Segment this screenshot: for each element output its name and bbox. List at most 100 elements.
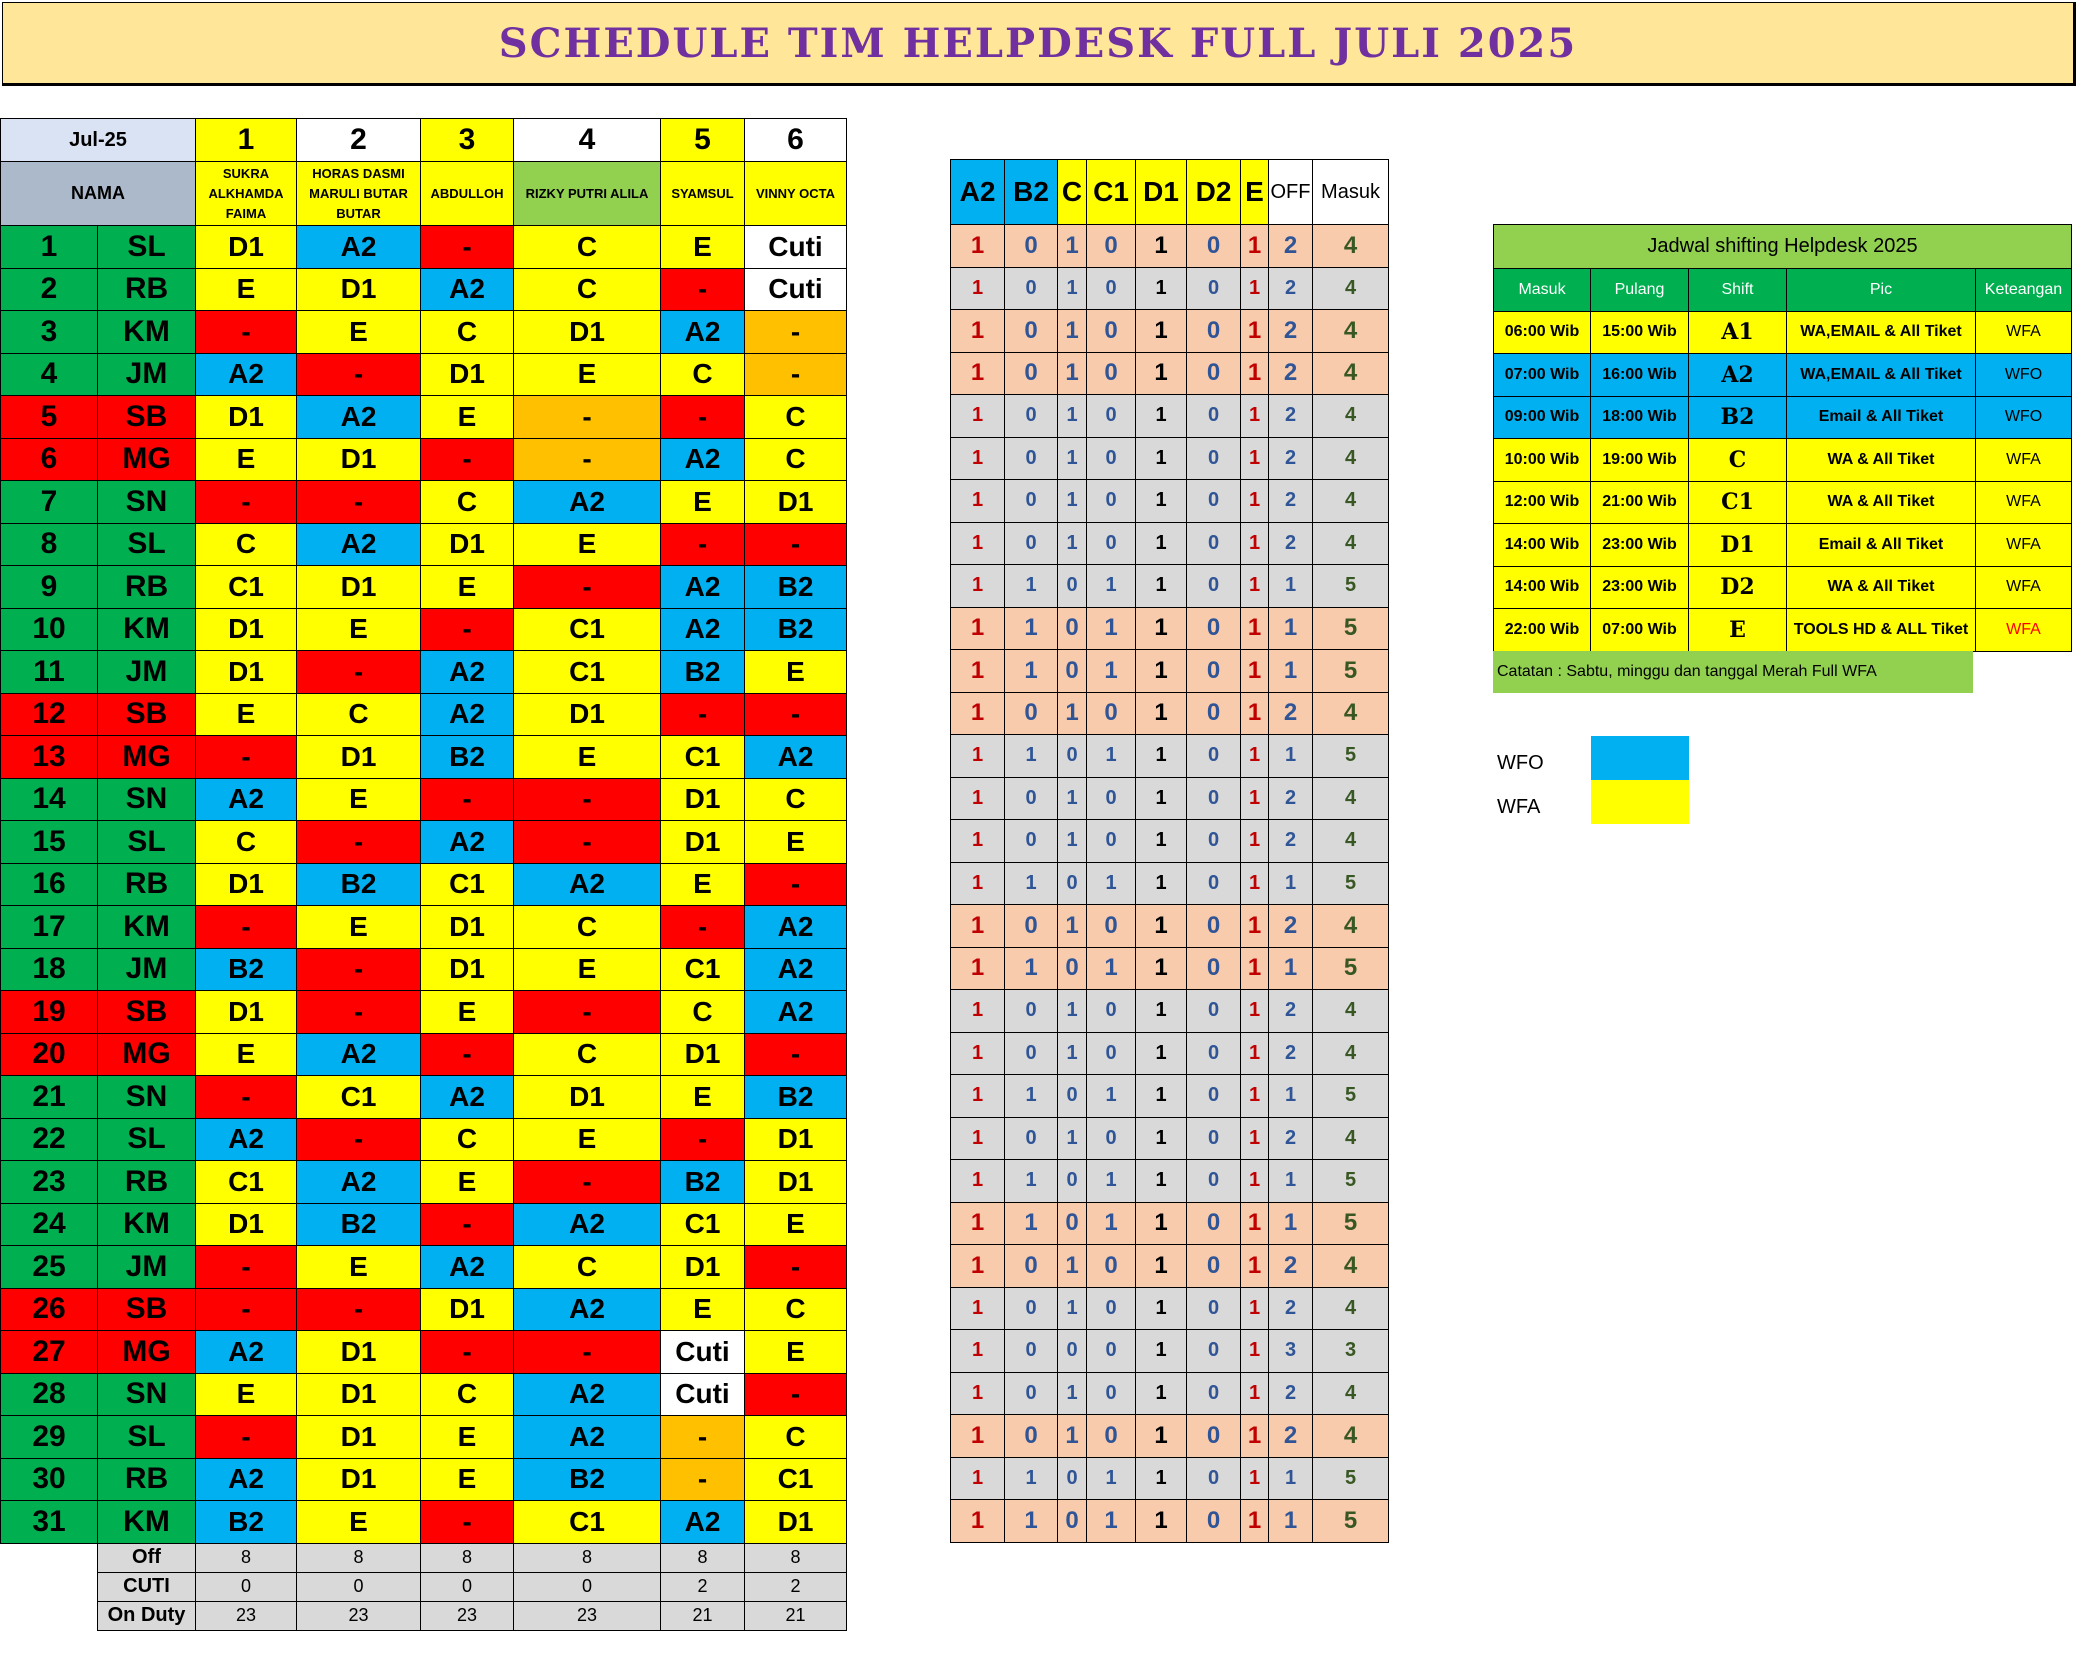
day-number: 3 bbox=[0, 310, 98, 354]
shift-cell: E bbox=[513, 1117, 661, 1161]
staff-initial: KM bbox=[97, 607, 196, 651]
staff-initial: RB bbox=[97, 862, 196, 906]
shift-keterangan: WFO bbox=[1975, 353, 2072, 397]
count-cell: 1 bbox=[950, 479, 1005, 523]
count-cell: 0 bbox=[1186, 1159, 1241, 1203]
count-cell: 1 bbox=[1057, 1116, 1087, 1160]
count-cell: 1 bbox=[1086, 1499, 1136, 1543]
shift-cell: D1 bbox=[296, 267, 421, 311]
shift-cell: - bbox=[660, 395, 745, 439]
column-number: 4 bbox=[513, 118, 661, 162]
count-cell: 1 bbox=[1135, 1116, 1187, 1160]
count-cell: 1 bbox=[950, 1031, 1005, 1075]
count-cell: 1 bbox=[950, 394, 1005, 438]
staff-initial: SL bbox=[97, 522, 196, 566]
legend-row: 06:00 Wib 15:00 Wib A1 WA,EMAIL & All Tiket… bbox=[1493, 310, 2072, 354]
shift-cell: A2 bbox=[296, 395, 421, 439]
count-cell: 0 bbox=[1057, 649, 1087, 693]
count-cell: 4 bbox=[1312, 224, 1389, 268]
count-cell: 2 bbox=[1268, 1031, 1313, 1075]
shift-cell: E bbox=[420, 395, 514, 439]
totals-value: 8 bbox=[660, 1542, 745, 1573]
schedule-row: 5 SB D1 A2 E - - C bbox=[0, 395, 847, 439]
count-cell: 1 bbox=[1086, 1074, 1136, 1118]
shift-pic: WA & All Tiket bbox=[1786, 480, 1976, 524]
count-cell: 2 bbox=[1268, 521, 1313, 565]
shift-pic: Email & All Tiket bbox=[1786, 395, 1976, 439]
legend-row: 22:00 Wib 07:00 Wib E TOOLS HD & ALL Tiket W… bbox=[1493, 608, 2072, 652]
shift-cell: D1 bbox=[195, 862, 297, 906]
count-cell: 1 bbox=[1268, 1159, 1313, 1203]
shift-cell: - bbox=[420, 225, 514, 269]
staff-initial: JM bbox=[97, 352, 196, 396]
shift-cell: - bbox=[513, 820, 661, 864]
count-cell: 1 bbox=[1240, 436, 1269, 480]
shift-code: A2 bbox=[1688, 353, 1787, 397]
schedule-row: 12 SB E C A2 D1- - bbox=[0, 692, 847, 736]
schedule-row: 21 SN - C1 A2 D1 E B2 bbox=[0, 1075, 847, 1119]
count-cell: 5 bbox=[1312, 734, 1389, 778]
legend-header-row: Masuk Pulang Shift Pic Keteangan bbox=[1493, 268, 2072, 312]
shift-cell: C bbox=[744, 1415, 847, 1459]
staff-initial: SL bbox=[97, 1117, 196, 1161]
count-cell: 0 bbox=[1086, 691, 1136, 735]
count-cell: 1 bbox=[1240, 1116, 1269, 1160]
count-cell: 3 bbox=[1312, 1329, 1389, 1373]
count-header: Masuk bbox=[1312, 159, 1389, 225]
totals-row: On Duty 23 23 23 23 21 21 bbox=[1, 1600, 847, 1631]
totals-value: 23 bbox=[513, 1600, 661, 1631]
count-cell: 1 bbox=[1135, 266, 1187, 310]
count-cell: 1 bbox=[1135, 224, 1187, 268]
count-cell: 2 bbox=[1268, 1286, 1313, 1330]
count-cell: 1 bbox=[1135, 436, 1187, 480]
count-cell: 1 bbox=[950, 266, 1005, 310]
count-cell: 1 bbox=[1135, 946, 1187, 990]
day-number: 25 bbox=[0, 1245, 98, 1289]
day-number: 17 bbox=[0, 905, 98, 949]
count-cell: 1 bbox=[1057, 266, 1087, 310]
count-cell: 4 bbox=[1312, 436, 1389, 480]
schedule-row: 13 MG - D1 B2 E C1 A2 bbox=[0, 735, 847, 779]
blank-cell bbox=[1, 1601, 98, 1630]
count-cell: 1 bbox=[1086, 1201, 1136, 1245]
count-cell: 1 bbox=[950, 1074, 1005, 1118]
count-cell: 0 bbox=[1004, 1286, 1058, 1330]
count-cell: 1 bbox=[1240, 1371, 1269, 1415]
shift-cell: E bbox=[195, 1032, 297, 1076]
count-cell: 1 bbox=[1004, 606, 1058, 650]
day-number: 5 bbox=[0, 395, 98, 439]
shift-masuk: 10:00 Wib bbox=[1493, 438, 1591, 482]
count-cell: 1 bbox=[950, 776, 1005, 820]
shift-cell: D1 bbox=[420, 947, 514, 991]
totals-value: 23 bbox=[420, 1600, 514, 1631]
shift-cell: A2 bbox=[195, 1330, 297, 1374]
schedule-row: 29 SL - D1 E A2- C bbox=[0, 1415, 847, 1459]
count-cell: 0 bbox=[1186, 1371, 1241, 1415]
shift-cell: B2 bbox=[195, 1500, 297, 1544]
shift-cell: A2 bbox=[195, 777, 297, 821]
count-cell: 1 bbox=[1135, 606, 1187, 650]
count-cell: 0 bbox=[1186, 1116, 1241, 1160]
count-cell: 0 bbox=[1186, 819, 1241, 863]
schedule-row: 19 SB D1- E - C A2 bbox=[0, 990, 847, 1034]
shift-cell: D1 bbox=[296, 565, 421, 609]
day-number: 2 bbox=[0, 267, 98, 311]
shift-cell: C bbox=[660, 352, 745, 396]
count-cell: 1 bbox=[950, 1414, 1005, 1458]
day-number: 1 bbox=[0, 225, 98, 269]
schedule-row: 4 JM A2- D1 E C - bbox=[0, 352, 847, 396]
count-cell: 2 bbox=[1268, 1116, 1313, 1160]
staff-initial: SB bbox=[97, 990, 196, 1034]
shift-pulang: 16:00 Wib bbox=[1590, 353, 1689, 397]
shift-cell: C1 bbox=[420, 862, 514, 906]
count-cell: 1 bbox=[1268, 734, 1313, 778]
shift-cell: Cuti bbox=[744, 267, 847, 311]
count-cell: 0 bbox=[1086, 1116, 1136, 1160]
shift-cell: C bbox=[513, 225, 661, 269]
day-number: 14 bbox=[0, 777, 98, 821]
day-number: 22 bbox=[0, 1117, 98, 1161]
